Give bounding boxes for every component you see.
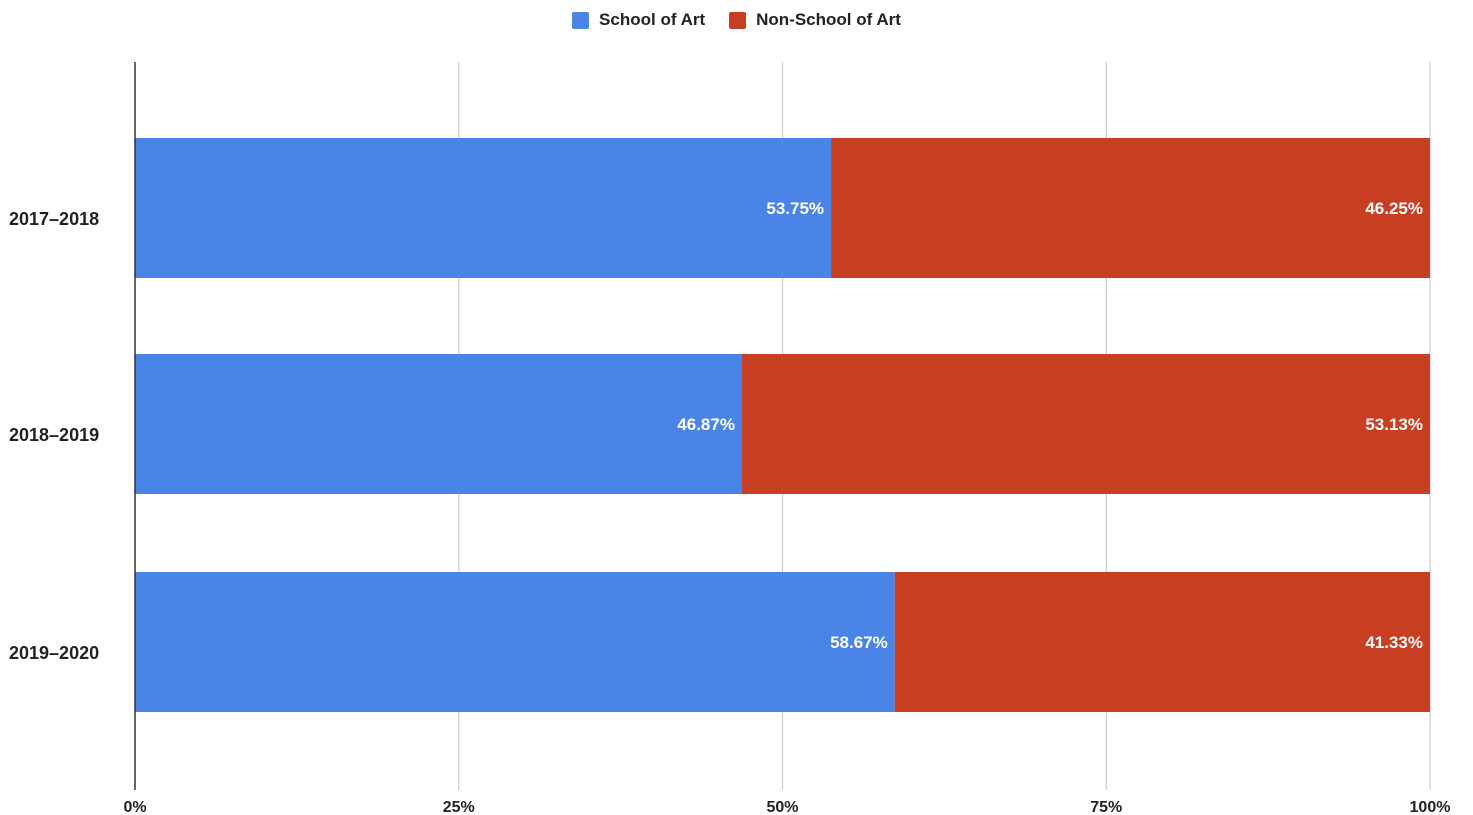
legend-item-non-school-of-art: Non-School of Art bbox=[729, 10, 901, 30]
legend-label-non-school-of-art: Non-School of Art bbox=[756, 10, 901, 29]
bar-segment bbox=[135, 572, 895, 712]
data-label: 53.13% bbox=[1365, 415, 1423, 434]
legend-item-school-of-art: School of Art bbox=[572, 10, 705, 30]
legend-label-school-of-art: School of Art bbox=[599, 10, 706, 29]
data-label: 41.33% bbox=[1365, 633, 1423, 652]
bar-segment bbox=[894, 572, 1430, 712]
y-category-label: 2018–2019 bbox=[9, 425, 99, 445]
legend: School of Art Non-School of Art bbox=[0, 10, 1473, 30]
x-tick-label: 50% bbox=[766, 799, 798, 815]
data-label: 58.67% bbox=[830, 633, 888, 652]
bar-segment bbox=[135, 138, 832, 278]
data-label: 46.87% bbox=[677, 415, 735, 434]
x-tick-label: 75% bbox=[1090, 799, 1122, 815]
bar-segment bbox=[741, 354, 1430, 494]
bar-segment bbox=[831, 138, 1430, 278]
x-tick-label: 100% bbox=[1410, 799, 1451, 815]
y-category-label: 2019–2020 bbox=[9, 643, 99, 663]
x-tick-label: 0% bbox=[123, 799, 146, 815]
legend-swatch-school-of-art bbox=[572, 11, 590, 29]
x-tick-label: 25% bbox=[443, 799, 475, 815]
data-label: 46.25% bbox=[1365, 199, 1423, 218]
data-label: 53.75% bbox=[766, 199, 824, 218]
legend-swatch-non-school-of-art bbox=[729, 11, 747, 29]
bar-segment bbox=[135, 354, 742, 494]
y-category-label: 2017–2018 bbox=[9, 209, 99, 229]
